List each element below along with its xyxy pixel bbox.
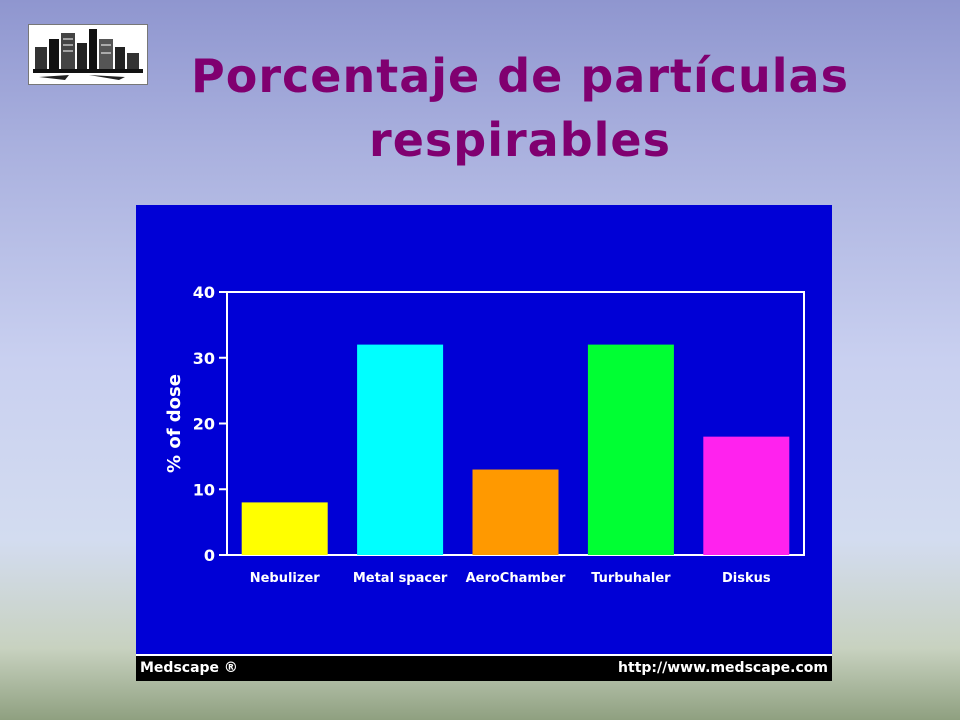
chart-panel: 0 10 20 30 40 % of dose Nebulizer Metal spacer A…: [136, 205, 832, 681]
bar-metal-spacer: [357, 344, 444, 555]
slide-title: Porcentaje de partículas respirables: [191, 49, 849, 167]
bar-chart: 0 10 20 30 40 % of dose Nebulizer Metal spacer A…: [164, 283, 805, 586]
y-tick-label: 20: [193, 415, 215, 434]
chart-footer: Medscape ® http://www.medscape.com: [136, 654, 832, 681]
y-tick-label: 30: [193, 349, 215, 368]
y-tick-label: 0: [204, 546, 215, 565]
bar-nebulizer: [241, 502, 328, 555]
footer-brand: Medscape ®: [140, 660, 238, 676]
footer-url: http://www.medscape.com: [618, 660, 828, 676]
x-tick-label: Metal spacer: [353, 571, 448, 586]
x-tick-label: Nebulizer: [250, 571, 321, 586]
x-tick-label: Diskus: [722, 571, 771, 586]
x-tick-label: AeroChamber: [466, 571, 566, 586]
y-tick-label: 40: [193, 283, 215, 302]
x-tick-label: Turbuhaler: [591, 571, 671, 586]
bar-turbuhaler: [587, 344, 674, 555]
y-tick-label: 10: [193, 480, 215, 499]
buildings-logo-icon: [28, 24, 148, 85]
bar-aerochamber: [472, 469, 559, 555]
bar-diskus: [703, 436, 790, 555]
y-axis-label: % of dose: [164, 374, 185, 473]
